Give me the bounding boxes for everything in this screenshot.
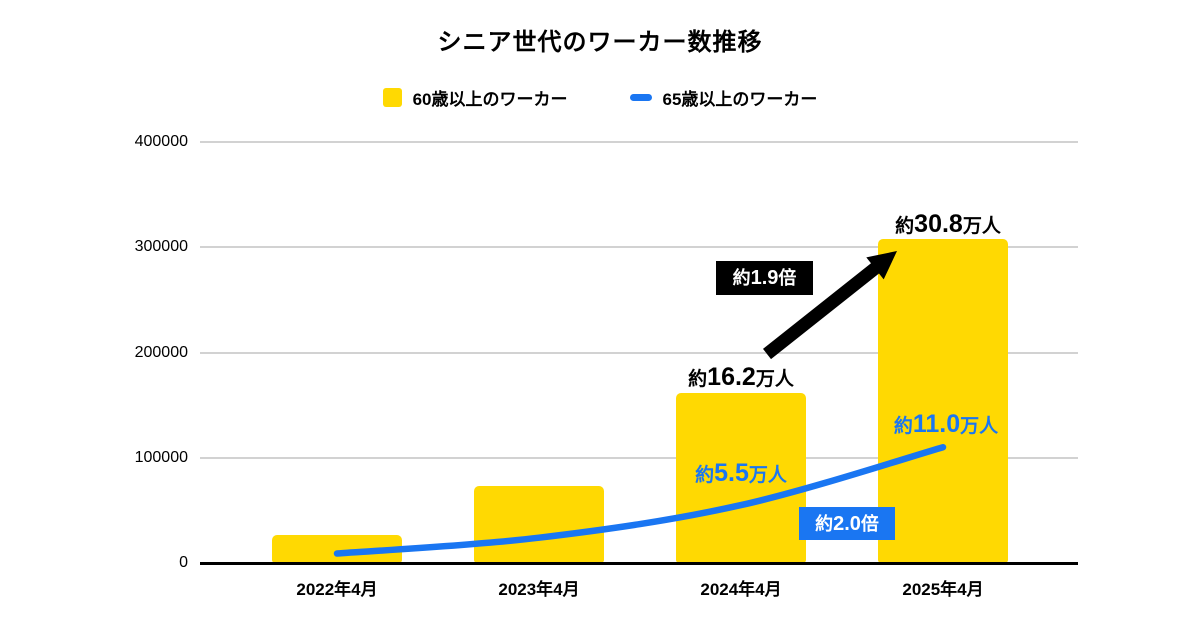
chart-legend: 60歳以上のワーカー 65歳以上のワーカー [0, 85, 1200, 110]
gridline [200, 141, 1078, 143]
x-axis-label: 2023年4月 [498, 580, 580, 599]
bar-value-label-2024: 約16.2万人 [688, 363, 794, 391]
x-axis-line [200, 562, 1078, 565]
legend-item-65plus: 65歳以上のワーカー [629, 85, 818, 110]
line-value-label-2024: 約5.5万人 [695, 459, 787, 487]
y-axis-tick-label: 100000 [134, 448, 188, 466]
line-value-label-2025: 約11.0万人 [893, 410, 999, 438]
bar-60plus-2023年4月 [474, 486, 604, 563]
legend-label-65plus: 65歳以上のワーカー [662, 89, 818, 109]
legend-label-60plus: 60歳以上のワーカー [412, 89, 568, 109]
gridline [200, 351, 1078, 354]
x-axis-label: 2025年4月 [902, 580, 984, 599]
x-axis-label: 2024年4月 [700, 580, 782, 599]
growth-ratio-badge-bar: 約 1.9 倍 [716, 261, 813, 295]
y-axis-tick-label: 300000 [134, 238, 188, 256]
bar-60plus-2025年4月 [878, 238, 1008, 563]
bar-60plus-2022年4月 [272, 534, 402, 563]
y-axis-tick-label: 400000 [134, 133, 188, 150]
legend-item-60plus: 60歳以上のワーカー [382, 85, 568, 110]
gridline [200, 246, 1078, 249]
growth-ratio-badge-line: 約 2.0 倍 [799, 507, 895, 540]
x-axis-label: 2022年4月 [296, 580, 378, 599]
y-axis-tick-label: 200000 [134, 343, 188, 361]
y-axis-tick-label: 0 [179, 554, 188, 571]
chart-title: シニア世代のワーカー数推移 [437, 29, 763, 56]
bar-value-label-2025: 約30.8万人 [895, 210, 1001, 238]
legend-line-swatch-icon [629, 93, 652, 101]
legend-bar-swatch-icon [382, 87, 402, 107]
